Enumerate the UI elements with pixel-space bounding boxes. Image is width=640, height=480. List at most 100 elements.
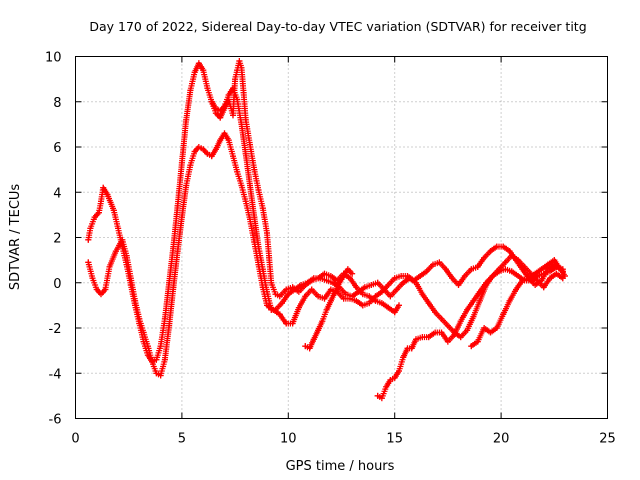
data-point <box>430 261 436 268</box>
data-point <box>391 275 398 282</box>
data-point <box>327 286 334 293</box>
data-point <box>234 168 241 175</box>
x-tick-label: 20 <box>493 432 510 447</box>
data-point <box>508 268 515 275</box>
data-point <box>461 273 468 279</box>
data-point <box>191 69 198 76</box>
y-tick-label: -4 <box>49 367 62 382</box>
data-point <box>264 230 270 236</box>
data-point <box>538 266 545 273</box>
data-point <box>153 356 160 363</box>
y-tick-label: 0 <box>53 277 61 292</box>
data-point <box>174 202 181 209</box>
data-point <box>200 67 207 74</box>
data-point <box>302 282 309 288</box>
data-point <box>393 286 400 293</box>
data-point <box>136 320 143 327</box>
x-axis-label: GPS time / hours <box>286 459 395 474</box>
data-point <box>200 146 207 153</box>
data-point <box>425 300 432 307</box>
data-point <box>544 261 551 268</box>
data-point <box>259 205 266 212</box>
y-axis-label: SDTVAR / TECUs <box>8 184 23 291</box>
data-point <box>438 315 445 322</box>
data-point <box>98 291 104 298</box>
data-point <box>323 306 330 313</box>
data-point <box>276 311 283 318</box>
data-point <box>278 300 285 307</box>
data-point <box>321 270 328 277</box>
data-point <box>413 279 419 286</box>
data-point <box>89 275 96 282</box>
data-point <box>513 286 519 293</box>
data-point <box>444 322 451 329</box>
data-point <box>385 282 392 288</box>
data-point <box>332 288 339 295</box>
data-point <box>327 297 334 304</box>
chart-title: Day 170 of 2022, Sidereal Day-to-day VTE… <box>89 19 586 34</box>
data-point <box>310 336 317 343</box>
data-point <box>208 153 215 160</box>
data-point <box>289 320 296 327</box>
data-point <box>468 343 475 350</box>
data-point <box>432 329 439 336</box>
data-point <box>255 187 262 193</box>
data-point <box>230 112 236 119</box>
data-point <box>98 198 104 205</box>
data-point <box>419 334 426 341</box>
data-point <box>470 297 477 304</box>
data-point <box>104 191 111 198</box>
data-point <box>449 275 456 282</box>
data-point <box>400 279 407 286</box>
data-point <box>191 148 198 155</box>
data-point <box>289 284 296 291</box>
data-point <box>93 286 100 293</box>
y-tick-label: -2 <box>49 322 62 337</box>
data-point <box>464 306 471 313</box>
data-point <box>391 309 398 316</box>
data-point <box>166 322 173 329</box>
data-point <box>559 268 566 275</box>
data-point <box>217 137 224 144</box>
data-point <box>483 279 490 286</box>
data-point <box>330 279 336 286</box>
data-point <box>457 334 464 341</box>
data-point <box>553 270 560 277</box>
data-point <box>551 257 558 264</box>
data-point <box>123 261 130 268</box>
data-point <box>315 275 322 282</box>
data-point <box>349 293 356 300</box>
data-point <box>85 259 92 266</box>
data-point <box>515 257 522 264</box>
data-point <box>506 297 513 304</box>
data-point <box>195 60 202 67</box>
data-point <box>468 266 475 273</box>
data-point <box>276 293 283 300</box>
data-point <box>374 392 381 399</box>
data-point <box>315 327 322 334</box>
data-point <box>496 266 502 273</box>
data-point <box>266 254 273 261</box>
data-point <box>521 263 528 270</box>
data-point <box>381 286 388 293</box>
data-point <box>153 370 160 377</box>
data-point <box>238 64 245 71</box>
y-tick-label: 10 <box>45 51 62 66</box>
data-point <box>378 395 385 402</box>
data-point <box>100 184 107 191</box>
data-point <box>238 182 245 189</box>
data-point <box>413 336 419 343</box>
data-point <box>438 329 445 336</box>
data-point <box>127 282 134 288</box>
data-point <box>268 279 275 286</box>
data-point <box>144 352 151 359</box>
data-point <box>353 284 360 291</box>
data-point <box>419 291 426 298</box>
data-point <box>323 277 330 284</box>
data-point <box>432 309 439 316</box>
x-tick-label: 0 <box>71 432 79 447</box>
y-tick-label: 2 <box>53 232 61 247</box>
data-point <box>283 320 290 327</box>
data-point <box>225 96 232 103</box>
